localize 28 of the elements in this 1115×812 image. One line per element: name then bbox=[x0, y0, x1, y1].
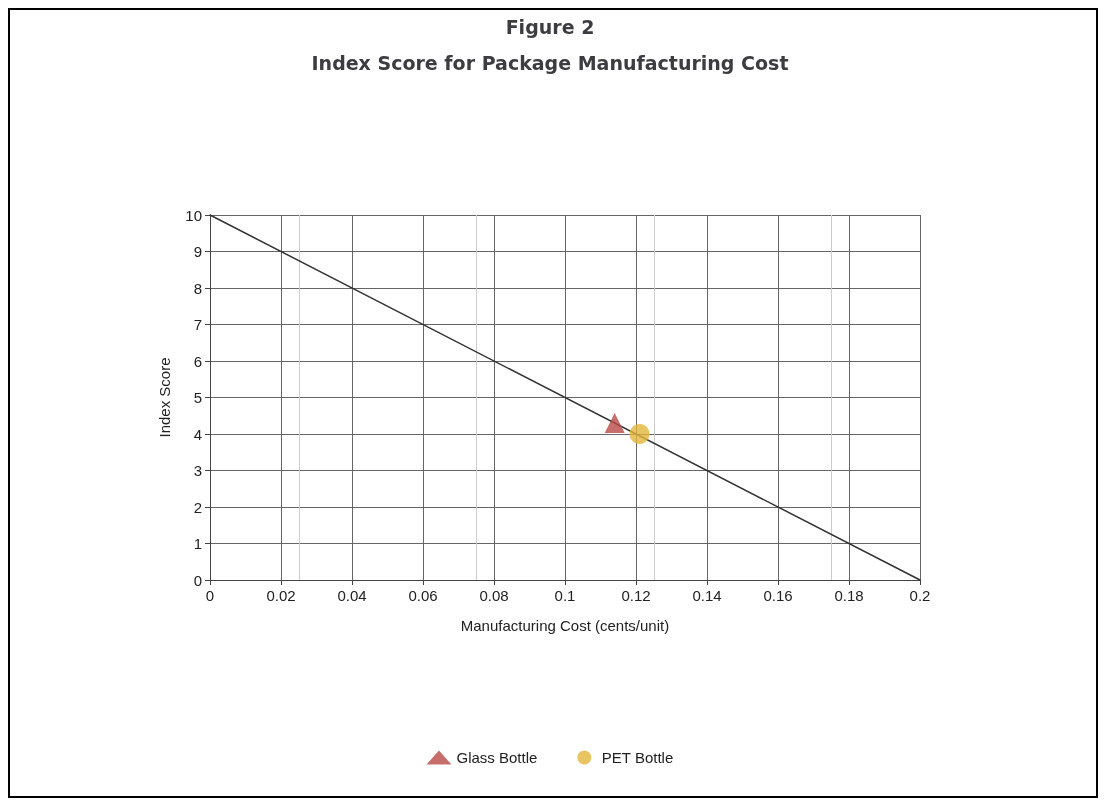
x-tick-label: 0.04 bbox=[337, 587, 367, 604]
x-tick-label: 0.16 bbox=[763, 587, 793, 604]
y-tick-label: 3 bbox=[193, 462, 202, 479]
y-tick-label: 10 bbox=[185, 206, 202, 224]
chart-title: Figure 2 bbox=[505, 15, 595, 38]
y-tick-label: 0 bbox=[193, 571, 202, 589]
y-axis-title: Index Score bbox=[156, 357, 173, 438]
x-tick-label: 0.14 bbox=[692, 587, 722, 604]
x-tick-label: 0 bbox=[205, 587, 215, 604]
y-tick-label: 7 bbox=[193, 316, 202, 333]
x-tick-label: 0.2 bbox=[909, 587, 931, 604]
y-tick-label: 6 bbox=[193, 352, 202, 370]
y-tick-label: 5 bbox=[193, 389, 202, 406]
y-tick-label: 8 bbox=[193, 279, 202, 297]
x-tick-label: 0.06 bbox=[408, 587, 438, 604]
legend-label: Glass Bottle bbox=[456, 749, 538, 766]
x-tick-label: 0.1 bbox=[554, 587, 576, 604]
x-tick-label: 0.02 bbox=[266, 587, 296, 604]
chart-subtitle: Index Score for Package Manufacturing Cost bbox=[311, 51, 789, 74]
y-tick-label: 2 bbox=[193, 498, 202, 516]
y-tick-label: 1 bbox=[193, 535, 202, 552]
x-axis-title: Manufacturing Cost (cents/unit) bbox=[460, 617, 670, 634]
y-tick-label: 9 bbox=[193, 243, 202, 260]
x-tick-label: 0.18 bbox=[834, 587, 864, 604]
x-tick-label: 0.08 bbox=[479, 587, 509, 604]
x-tick-label: 0.12 bbox=[621, 587, 651, 604]
legend-label: PET Bottle bbox=[601, 749, 674, 766]
y-tick-label: 4 bbox=[193, 425, 202, 443]
